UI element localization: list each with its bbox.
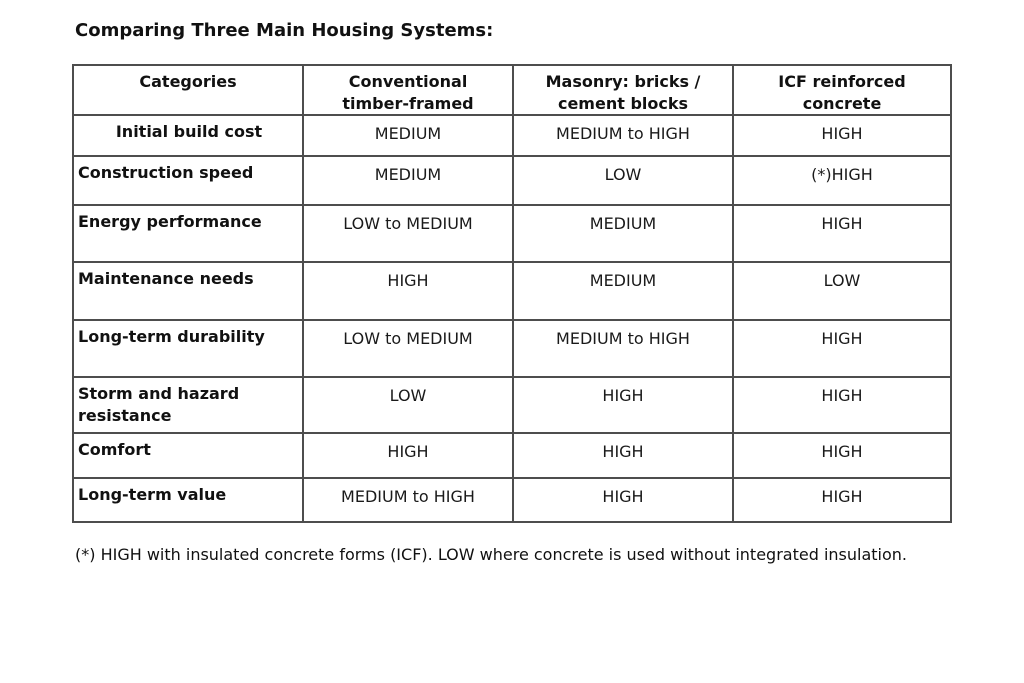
row-category: Long-term durability bbox=[72, 319, 304, 379]
table-row: Energy performance LOW to MEDIUM MEDIUM … bbox=[72, 204, 952, 264]
cell-value: HIGH bbox=[732, 319, 952, 379]
cell-value: HIGH bbox=[732, 204, 952, 264]
column-header-masonry: Masonry: bricks / cement blocks bbox=[512, 63, 734, 117]
cell-value: (*)HIGH bbox=[732, 155, 952, 207]
cell-value: MEDIUM bbox=[512, 261, 734, 322]
cell-value: LOW bbox=[732, 261, 952, 322]
cell-value: LOW bbox=[512, 155, 734, 207]
cell-value: HIGH bbox=[732, 432, 952, 480]
cell-value: HIGH bbox=[512, 477, 734, 524]
header-row: Categories Conventional timber-framed Ma… bbox=[72, 63, 952, 117]
row-category: Long-term value bbox=[72, 477, 304, 524]
cell-value: MEDIUM to HIGH bbox=[512, 319, 734, 379]
cell-value: HIGH bbox=[732, 376, 952, 435]
row-category: Construction speed bbox=[72, 155, 304, 207]
table-row: Initial build cost MEDIUM MEDIUM to HIGH… bbox=[72, 114, 952, 158]
table-row: Long-term value MEDIUM to HIGH HIGH HIGH bbox=[72, 477, 952, 524]
cell-value: HIGH bbox=[732, 114, 952, 158]
cell-value: HIGH bbox=[512, 432, 734, 480]
comparison-table: Categories Conventional timber-framed Ma… bbox=[72, 63, 952, 524]
cell-value: MEDIUM bbox=[512, 204, 734, 264]
document-title: Comparing Three Main Housing Systems: bbox=[75, 20, 494, 41]
table-row: Long-term durability LOW to MEDIUM MEDIU… bbox=[72, 319, 952, 379]
cell-value: LOW to MEDIUM bbox=[302, 204, 514, 264]
cell-value: HIGH bbox=[302, 261, 514, 322]
column-header-timber: Conventional timber-framed bbox=[302, 63, 514, 117]
cell-value: MEDIUM to HIGH bbox=[512, 114, 734, 158]
table-row: Maintenance needs HIGH MEDIUM LOW bbox=[72, 261, 952, 322]
cell-value: LOW to MEDIUM bbox=[302, 319, 514, 379]
table-row: Construction speed MEDIUM LOW (*)HIGH bbox=[72, 155, 952, 207]
row-category: Initial build cost bbox=[72, 114, 304, 158]
cell-value: MEDIUM bbox=[302, 155, 514, 207]
cell-value: HIGH bbox=[512, 376, 734, 435]
column-header-categories: Categories bbox=[72, 63, 304, 117]
row-category: Comfort bbox=[72, 432, 304, 480]
column-header-icf: ICF reinforced concrete bbox=[732, 63, 952, 117]
cell-value: HIGH bbox=[732, 477, 952, 524]
footnote: (*) HIGH with insulated concrete forms (… bbox=[75, 545, 907, 564]
cell-value: MEDIUM to HIGH bbox=[302, 477, 514, 524]
cell-value: LOW bbox=[302, 376, 514, 435]
row-category: Maintenance needs bbox=[72, 261, 304, 322]
row-category: Energy performance bbox=[72, 204, 304, 264]
cell-value: HIGH bbox=[302, 432, 514, 480]
table-row: Storm and hazard resistance LOW HIGH HIG… bbox=[72, 376, 952, 435]
table-row: Comfort HIGH HIGH HIGH bbox=[72, 432, 952, 480]
row-category: Storm and hazard resistance bbox=[72, 376, 304, 435]
cell-value: MEDIUM bbox=[302, 114, 514, 158]
